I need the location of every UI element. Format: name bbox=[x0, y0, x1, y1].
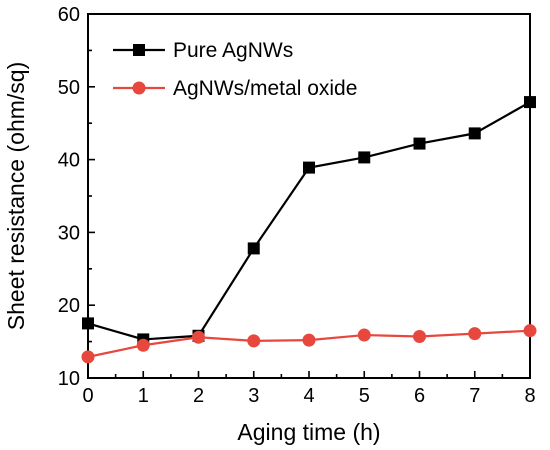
series-2 bbox=[81, 324, 537, 364]
legend-label: Pure AgNWs bbox=[173, 39, 293, 62]
x-tick-label: 2 bbox=[193, 385, 204, 407]
data-point bbox=[302, 333, 316, 347]
series bbox=[81, 96, 537, 364]
data-point bbox=[413, 137, 426, 150]
y-tick-label: 30 bbox=[58, 222, 80, 244]
y-tick-label: 50 bbox=[58, 77, 80, 99]
legend: Pure AgNWs AgNWs/metal oxide bbox=[113, 39, 357, 100]
y-tick-label: 60 bbox=[58, 4, 80, 26]
data-point bbox=[413, 330, 426, 344]
legend-label: AgNWs/metal oxide bbox=[173, 77, 357, 100]
series-1 bbox=[82, 96, 536, 346]
y-tick-label: 20 bbox=[58, 295, 80, 317]
series-line bbox=[87, 101, 531, 341]
legend-marker bbox=[133, 44, 145, 56]
x-tick-label: 3 bbox=[248, 385, 259, 407]
data-point bbox=[468, 127, 481, 140]
axes bbox=[87, 13, 531, 379]
data-point bbox=[247, 334, 261, 348]
y-tick-label: 10 bbox=[58, 368, 80, 390]
data-point bbox=[81, 350, 95, 364]
legend-marker bbox=[132, 81, 146, 95]
legend-entry: AgNWs/metal oxide bbox=[113, 77, 357, 100]
x-tick-label: 8 bbox=[524, 385, 535, 407]
data-point bbox=[468, 327, 482, 341]
data-point bbox=[82, 317, 94, 330]
legend-entry: Pure AgNWs bbox=[113, 39, 293, 62]
x-tick-label: 4 bbox=[303, 385, 314, 407]
x-tick-label: 0 bbox=[82, 385, 93, 407]
x-tick-label: 7 bbox=[469, 385, 480, 407]
x-tick-label: 1 bbox=[138, 385, 149, 407]
data-point bbox=[303, 161, 315, 174]
x-tick-label: 5 bbox=[359, 385, 370, 407]
data-point bbox=[192, 330, 205, 344]
y-axis-title: Sheet resistance (ohm/sq) bbox=[3, 62, 29, 330]
data-point bbox=[523, 324, 537, 338]
data-point bbox=[357, 328, 371, 342]
ticks: 0 1 2 3 4 5 6 7 8 10 20 30 40 50 60 bbox=[58, 4, 536, 407]
x-axis-title: Aging time (h) bbox=[237, 419, 380, 445]
data-point bbox=[136, 338, 150, 352]
plot-frame bbox=[87, 13, 531, 379]
x-tick-label: 6 bbox=[414, 385, 425, 407]
data-point bbox=[524, 96, 536, 109]
data-point bbox=[358, 151, 371, 164]
y-tick-label: 40 bbox=[58, 150, 80, 172]
data-point bbox=[247, 242, 260, 255]
